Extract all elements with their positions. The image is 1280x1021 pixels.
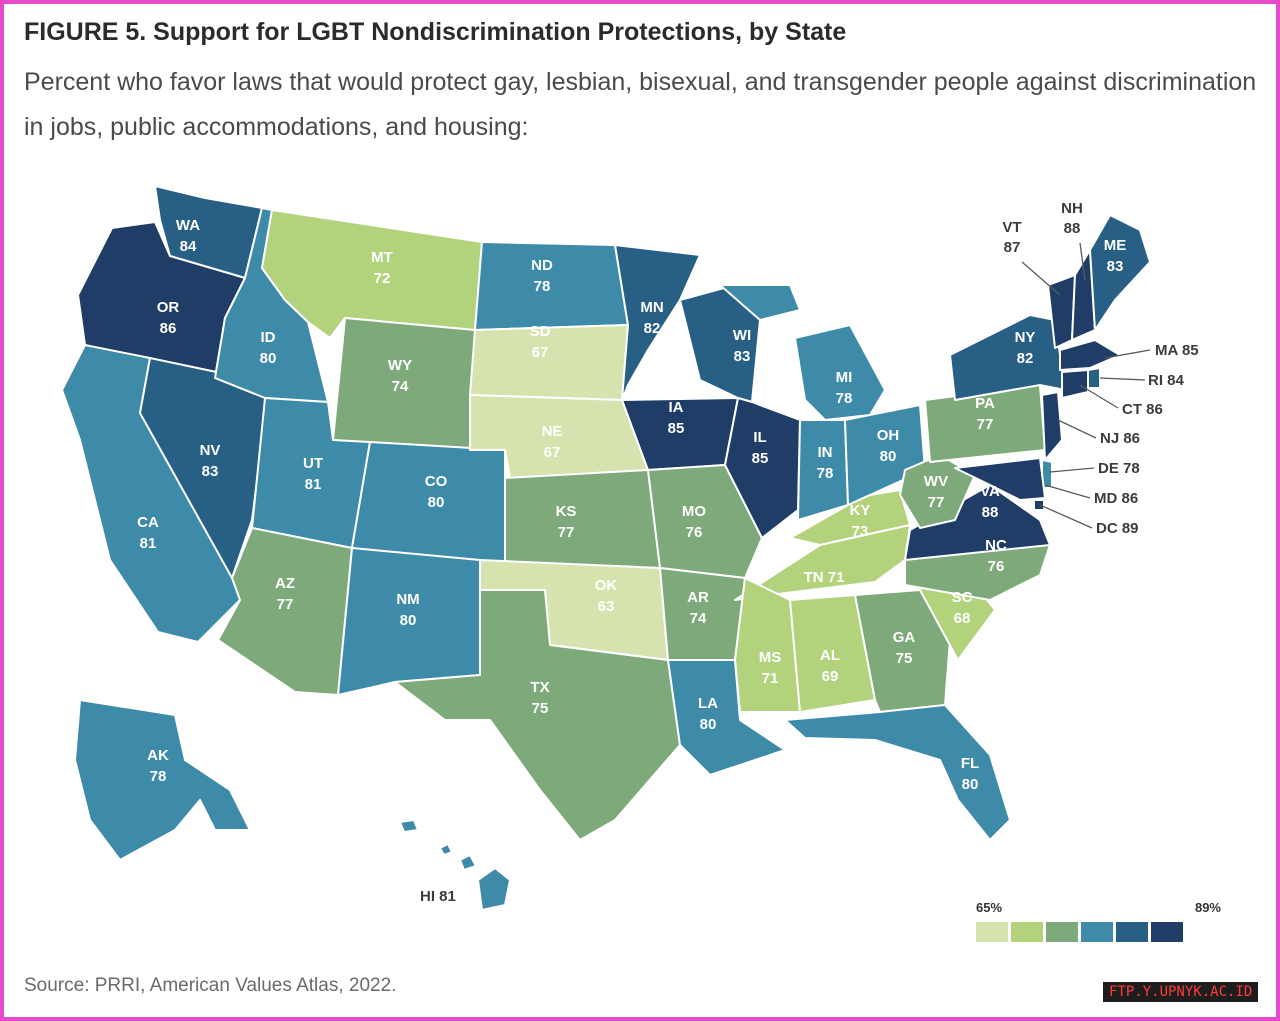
state-va bbox=[904, 484, 1051, 561]
state-label-hi: HI 81 bbox=[420, 888, 456, 905]
state-label-id: ID 80 bbox=[260, 329, 277, 367]
color-legend: 65% 89% bbox=[976, 900, 1221, 945]
state-label-ut: UT 81 bbox=[303, 455, 323, 493]
state-label-de: DE 78 bbox=[1098, 460, 1140, 477]
state-label-ia: IA 85 bbox=[668, 399, 685, 437]
state-ct bbox=[1061, 369, 1089, 399]
state-label-in: IN 78 bbox=[817, 444, 834, 482]
state-label-ct: CT 86 bbox=[1122, 401, 1163, 418]
leader-line-ma bbox=[1104, 349, 1151, 359]
leader-lines bbox=[1021, 242, 1151, 529]
state-label-nc: NC 76 bbox=[985, 537, 1007, 575]
state-me bbox=[1089, 214, 1151, 331]
state-label-dc: DC 89 bbox=[1096, 520, 1139, 537]
state-label-la: LA 80 bbox=[698, 695, 718, 733]
state-label-ga: GA 75 bbox=[893, 629, 916, 667]
state-hi bbox=[399, 819, 511, 911]
legend-swatch-6 bbox=[1151, 922, 1183, 942]
legend-swatch-4 bbox=[1081, 922, 1113, 942]
state-tx bbox=[394, 589, 681, 841]
state-md bbox=[954, 457, 1046, 501]
state-label-wv: WV 77 bbox=[924, 473, 948, 511]
state-label-ri: RI 84 bbox=[1148, 372, 1185, 389]
state-oh bbox=[844, 404, 926, 506]
source-note: Source: PRRI, American Values Atlas, 202… bbox=[24, 975, 397, 996]
state-label-tn: TN 71 bbox=[804, 569, 845, 586]
state-ms bbox=[734, 577, 801, 713]
state-label-wa: WA 84 bbox=[176, 217, 200, 255]
state-label-az: AZ 77 bbox=[275, 575, 295, 613]
state-nd bbox=[474, 241, 629, 331]
leader-line-md bbox=[1044, 484, 1091, 499]
state-label-tx: TX 75 bbox=[530, 679, 549, 717]
state-ri bbox=[1087, 367, 1101, 389]
figure-title: FIGURE 5. Support for LGBT Nondiscrimina… bbox=[24, 18, 847, 46]
leader-line-vt bbox=[1021, 261, 1061, 296]
legend-min-label: 65% bbox=[976, 900, 1003, 915]
state-label-ma: MA 85 bbox=[1155, 342, 1199, 359]
state-label-oh: OH 80 bbox=[877, 427, 900, 465]
state-label-ar: AR 74 bbox=[687, 589, 709, 627]
state-label-vt: VT 87 bbox=[1002, 219, 1021, 256]
state-label-md: MD 86 bbox=[1094, 490, 1138, 507]
state-fl bbox=[784, 704, 1011, 841]
state-label-mo: MO 76 bbox=[682, 503, 706, 541]
state-label-nj: NJ 86 bbox=[1100, 430, 1140, 447]
state-label-ne: NE 67 bbox=[542, 423, 563, 461]
state-label-nv: NV 83 bbox=[200, 442, 221, 480]
legend-swatch-3 bbox=[1046, 922, 1078, 942]
watermark: FTP.Y.UPNYK.AC.ID bbox=[1103, 982, 1259, 1002]
state-label-fl: FL 80 bbox=[961, 755, 979, 793]
state-label-mi: MI 78 bbox=[836, 369, 853, 407]
state-label-ny: NY 82 bbox=[1015, 329, 1036, 367]
state-label-wi: WI 83 bbox=[733, 327, 751, 365]
leader-line-ct bbox=[1079, 384, 1119, 409]
state-label-nm: NM 80 bbox=[396, 591, 419, 629]
legend-swatch-5 bbox=[1116, 922, 1148, 942]
state-label-nd: ND 78 bbox=[531, 257, 553, 295]
legend-max-label: 89% bbox=[1194, 900, 1221, 915]
state-label-ok: OK 63 bbox=[595, 577, 618, 615]
leader-line-de bbox=[1049, 467, 1095, 473]
state-labels: WA 84 OR 86 CA 81 NV 83 ID 80 MT 72 WY 74 UT 81 AZ 77 CO 80… bbox=[137, 200, 1198, 905]
us-choropleth-map: WA 84 OR 86 CA 81 NV 83 ID 80 MT 72 WY 74 UT 81 AZ 77 CO 80… bbox=[61, 185, 1199, 911]
state-label-ms: MS 71 bbox=[759, 649, 782, 687]
state-label-me: ME 83 bbox=[1104, 237, 1127, 275]
legend-swatch-1 bbox=[976, 922, 1008, 942]
state-shapes bbox=[61, 185, 1151, 911]
state-label-or: OR 86 bbox=[157, 299, 180, 337]
state-mn bbox=[614, 244, 701, 401]
state-label-mn: MN 82 bbox=[640, 299, 663, 337]
state-label-il: IL 85 bbox=[752, 429, 769, 467]
state-label-mt: MT 72 bbox=[371, 249, 393, 287]
legend-swatch-2 bbox=[1011, 922, 1043, 942]
state-ks bbox=[504, 469, 661, 569]
state-label-ks: KS 77 bbox=[556, 503, 577, 541]
leader-line-nj bbox=[1057, 419, 1097, 439]
state-label-al: AL 69 bbox=[820, 647, 840, 685]
state-label-ky: KY 73 bbox=[850, 502, 871, 540]
figure-subtitle: Percent who favor laws that would protec… bbox=[24, 68, 1257, 141]
state-label-pa: PA 77 bbox=[975, 395, 995, 433]
state-label-co: CO 80 bbox=[425, 473, 448, 511]
state-label-sc: SC 68 bbox=[952, 589, 973, 627]
state-mo bbox=[647, 464, 763, 579]
state-label-va: VA 88 bbox=[980, 483, 1000, 521]
state-label-ak: AK 78 bbox=[147, 747, 169, 785]
state-ny bbox=[949, 314, 1066, 401]
leader-line-dc bbox=[1039, 504, 1093, 529]
state-label-ca: CA 81 bbox=[137, 514, 159, 552]
state-label-sd: SD 67 bbox=[530, 323, 551, 361]
legend-swatches bbox=[976, 922, 1183, 942]
state-label-wy: WY 74 bbox=[388, 357, 412, 395]
state-ak bbox=[74, 699, 251, 861]
state-dc bbox=[1033, 499, 1045, 511]
state-ma bbox=[1059, 339, 1121, 371]
state-nj bbox=[1041, 391, 1063, 461]
leader-line-ri bbox=[1099, 377, 1146, 381]
leader-line-nh bbox=[1079, 242, 1086, 281]
state-label-nh: NH 88 bbox=[1061, 200, 1083, 237]
